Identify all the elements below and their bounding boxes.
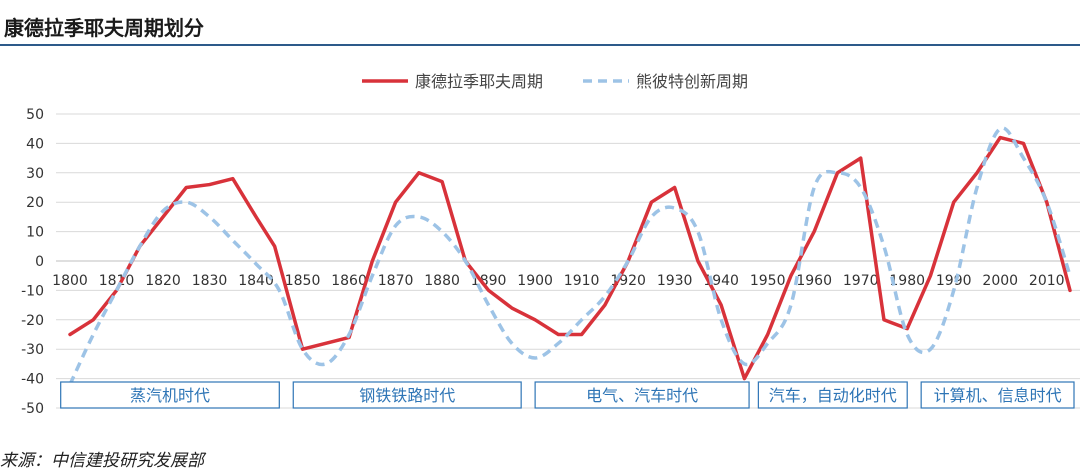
source-note: 来源：中信建投研究发展部 bbox=[0, 446, 204, 471]
era-label: 电气、汽车时代 bbox=[586, 386, 698, 405]
y-tick-label: -50 bbox=[21, 401, 44, 417]
x-tick-label: 1990 bbox=[936, 273, 972, 289]
x-tick-label: 1870 bbox=[378, 273, 414, 289]
y-tick-label: -40 bbox=[21, 372, 44, 388]
y-tick-label: -10 bbox=[21, 283, 44, 299]
legend-label-schumpeter: 熊彼特创新周期 bbox=[636, 72, 748, 91]
era-label: 汽车，自动化时代 bbox=[769, 386, 897, 405]
y-tick-label: -30 bbox=[21, 342, 44, 358]
x-tick-label: 1910 bbox=[564, 273, 600, 289]
x-tick-label: 1820 bbox=[145, 273, 181, 289]
x-tick-label: 1830 bbox=[192, 273, 228, 289]
legend-label-kondratieff: 康德拉季耶夫周期 bbox=[415, 72, 543, 91]
series-line-schumpeter bbox=[70, 128, 1070, 384]
y-tick-label: 10 bbox=[26, 225, 44, 241]
x-tick-label: 1900 bbox=[517, 273, 553, 289]
x-tick-label: 1810 bbox=[99, 273, 135, 289]
x-tick-label: 2010 bbox=[1029, 273, 1065, 289]
x-tick-label: 2000 bbox=[982, 273, 1018, 289]
x-tick-label: 1950 bbox=[750, 273, 786, 289]
y-tick-label: 30 bbox=[26, 166, 44, 182]
page-title: 康德拉季耶夫周期划分 bbox=[4, 12, 204, 41]
x-tick-label: 1880 bbox=[424, 273, 460, 289]
era-boxes: 蒸汽机时代 钢铁铁路时代 电气、汽车时代 汽车，自动化时代 计算机、信息时代 bbox=[61, 382, 1074, 408]
legend: 康德拉季耶夫周期 熊彼特创新周期 bbox=[362, 72, 748, 91]
x-tick-label: 1850 bbox=[285, 273, 321, 289]
x-tick-label: 1800 bbox=[52, 273, 88, 289]
x-axis-ticks: 1800 1810 1820 1830 1840 1850 1860 1870 1880 1890… bbox=[52, 273, 1064, 289]
era-label: 计算机、信息时代 bbox=[934, 386, 1062, 405]
y-axis-ticks: 50 40 30 20 10 0 -10 -20 -30 -40 -50 bbox=[21, 107, 44, 417]
x-tick-label: 1970 bbox=[843, 273, 879, 289]
x-tick-label: 1930 bbox=[657, 273, 693, 289]
y-tick-label: -20 bbox=[21, 313, 44, 329]
grid-lines bbox=[56, 114, 1080, 408]
y-tick-label: 20 bbox=[26, 195, 44, 211]
era-label: 钢铁铁路时代 bbox=[359, 386, 455, 405]
y-tick-label: 50 bbox=[26, 107, 44, 123]
x-tick-label: 1960 bbox=[796, 273, 832, 289]
y-tick-label: 0 bbox=[35, 254, 44, 270]
x-tick-label: 1860 bbox=[331, 273, 367, 289]
y-tick-label: 40 bbox=[26, 136, 44, 152]
era-label: 蒸汽机时代 bbox=[130, 386, 210, 405]
series-lines bbox=[70, 128, 1070, 384]
series-line-kondratieff bbox=[70, 138, 1070, 379]
x-tick-label: 1980 bbox=[889, 273, 925, 289]
